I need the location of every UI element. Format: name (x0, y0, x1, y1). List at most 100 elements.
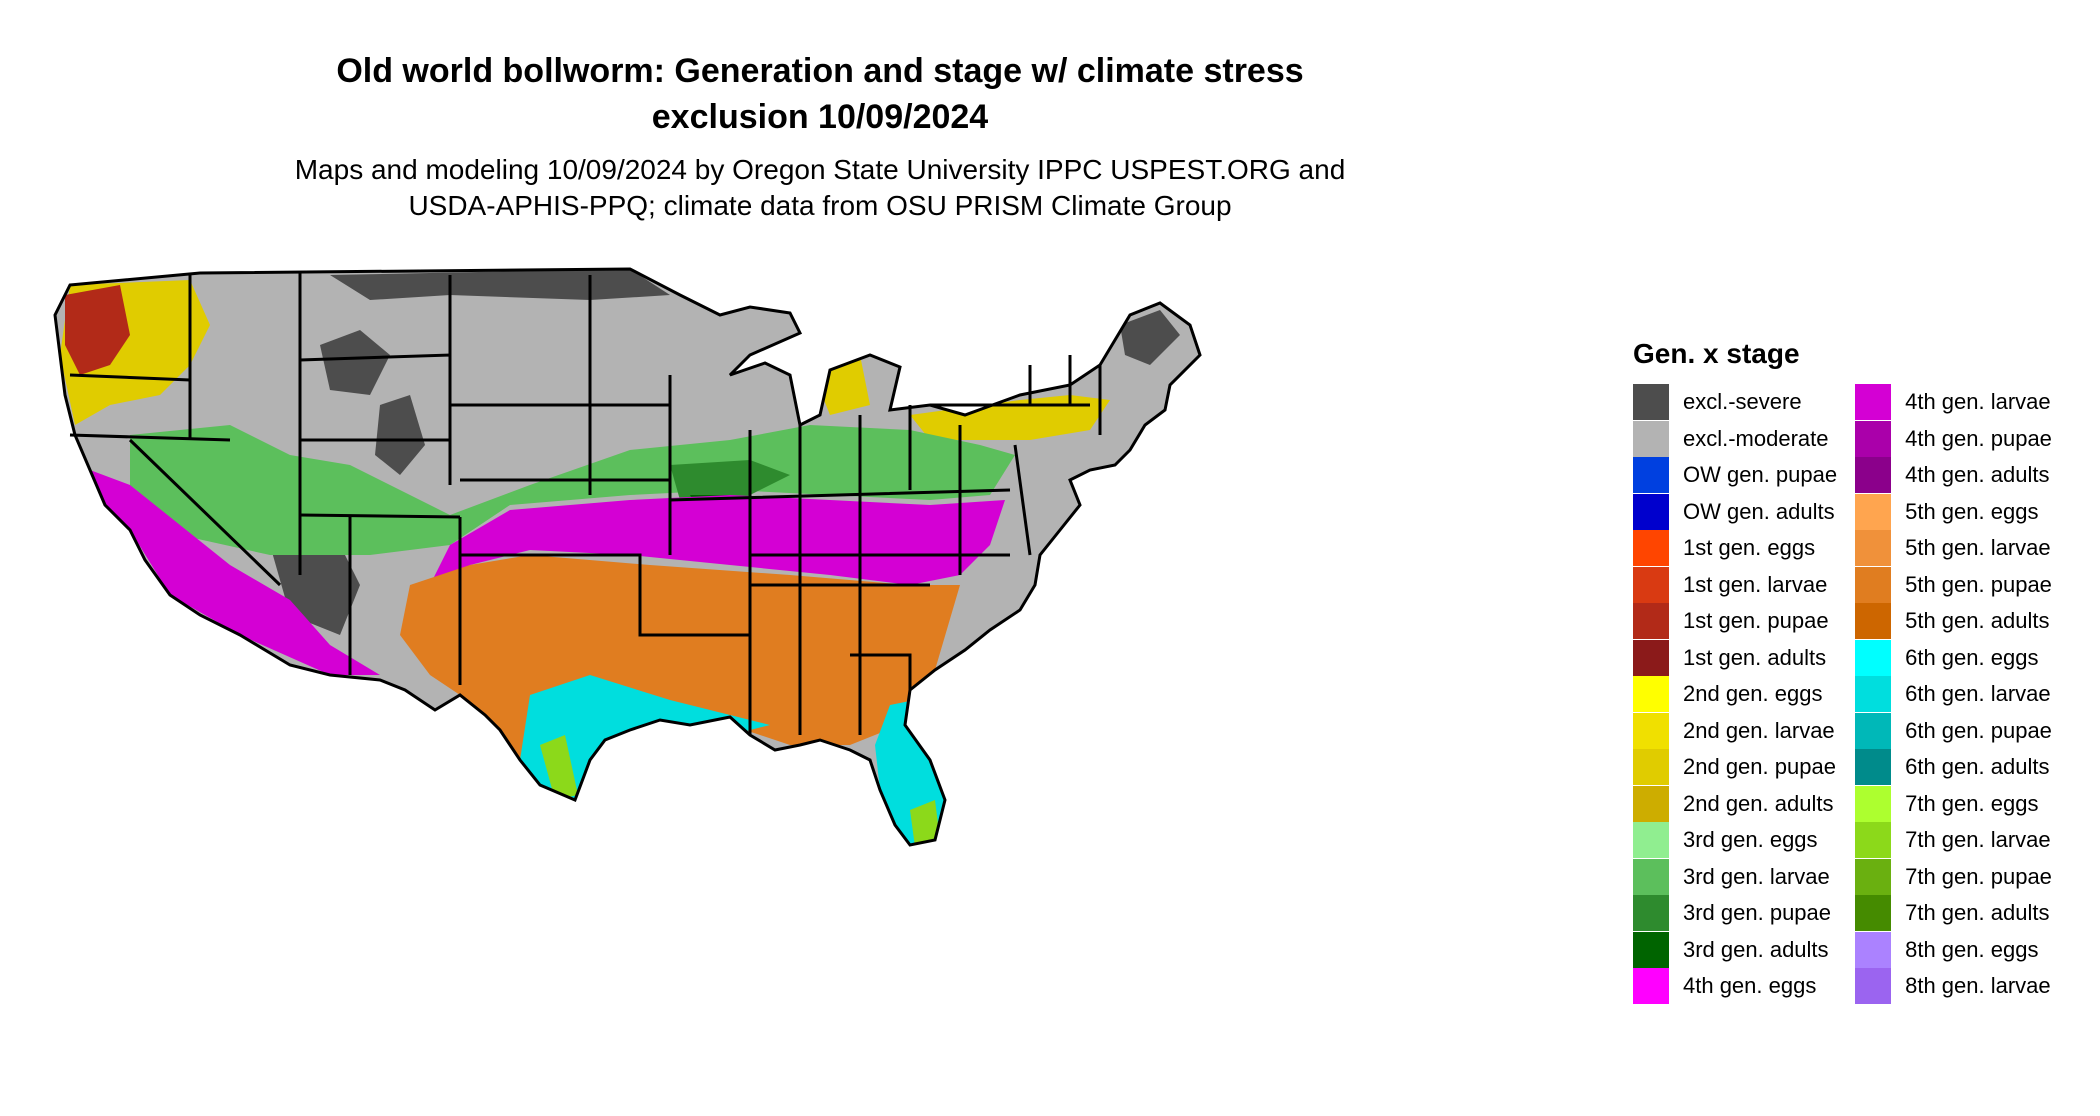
region-3rd-gen-pupae-midwest (670, 460, 790, 505)
legend-swatch (1633, 457, 1669, 494)
legend-swatch (1633, 420, 1669, 457)
region-excl-severe-maine (1120, 310, 1180, 365)
map-subtitle: Maps and modeling 10/09/2024 by Oregon S… (220, 152, 1420, 224)
legend-label: 3rd gen. adults (1683, 936, 1829, 962)
legend-swatch (1855, 968, 1892, 1005)
legend-swatch (1633, 968, 1669, 1005)
state-borders (53, 267, 1202, 847)
border-georgia-florida (850, 653, 912, 690)
legend-swatch (1633, 676, 1669, 713)
legend-label: 3rd gen. eggs (1683, 827, 1818, 853)
legend-label: 2nd gen. pupae (1683, 754, 1836, 780)
legend-label: 5th gen. adults (1905, 608, 2050, 634)
map-fill-regions (55, 269, 1200, 845)
legend-swatch (1855, 603, 1892, 640)
border-appalachian (908, 405, 1032, 575)
legend-item: 4th gen. larvae (1855, 384, 2052, 421)
legend-label: 1st gen. adults (1683, 644, 1827, 670)
border-plains (450, 275, 670, 495)
legend-swatch (1855, 931, 1892, 968)
border-tn-ky (669, 488, 1011, 587)
legend-column-1: excl.-severe excl.-moderate OW gen. pupae O… (1633, 384, 1837, 1005)
legend-label: 6th gen. adults (1905, 754, 2050, 780)
legend-label: 1st gen. pupae (1683, 608, 1829, 634)
legend-label: 5th gen. pupae (1905, 571, 2052, 597)
border-dakotas (299, 275, 452, 485)
legend-item: 6th gen. eggs (1855, 639, 2052, 677)
legend-swatch (1633, 931, 1669, 968)
legend-item: 1st gen. pupae (1633, 603, 1837, 640)
legend-item: 6th gen. pupae (1855, 712, 2052, 750)
legend-swatch (1855, 420, 1892, 457)
legend-swatch (1855, 895, 1892, 932)
legend-item: 7th gen. eggs (1855, 785, 2052, 823)
legend-swatch (1855, 858, 1892, 895)
legend-item: 6th gen. adults (1855, 749, 2052, 786)
legend-swatch (1855, 530, 1892, 567)
border-ca-nv (128, 438, 282, 587)
us-map-svg (53, 267, 1202, 847)
legend-swatch (1855, 639, 1892, 676)
legend-swatch (1855, 676, 1892, 713)
legend-label: 1st gen. eggs (1683, 535, 1816, 561)
border-midwest-south (668, 375, 862, 735)
legend-label: 3rd gen. larvae (1683, 863, 1830, 889)
legend-label: 2nd gen. larvae (1683, 717, 1835, 743)
subtitle-line-1: Maps and modeling 10/09/2024 by Oregon S… (294, 154, 1346, 185)
border-or-ca (69, 433, 231, 442)
region-2nd-gen-michigan (810, 355, 870, 415)
legend-item: 7th gen. larvae (1855, 822, 2052, 859)
border-oklahoma-texas (460, 553, 750, 637)
legend-label: 8th gen. larvae (1905, 973, 2051, 999)
legend-label: 2nd gen. adults (1683, 790, 1834, 816)
region-excl-severe-colorado (375, 395, 425, 475)
legend-swatch (1633, 493, 1669, 530)
legend-item: 5th gen. pupae (1855, 566, 2052, 604)
legend-label: OW gen. pupae (1683, 462, 1838, 488)
legend-item: 3rd gen. larvae (1633, 858, 1837, 896)
legend-swatch (1633, 384, 1669, 421)
legend-item: excl.-moderate (1633, 420, 1837, 458)
legend-item: 5th gen. adults (1855, 603, 2052, 640)
legend-label: excl.-moderate (1683, 425, 1829, 451)
legend-item: 6th gen. larvae (1855, 676, 2052, 713)
legend-label: 1st gen. larvae (1683, 571, 1828, 597)
legend-label: 4th gen. adults (1905, 462, 2050, 488)
region-1st-gen-pupae-northwest (65, 285, 130, 375)
region-6th-gen-texas-coast (520, 675, 770, 800)
legend-item: 8th gen. larvae (1855, 968, 2052, 1005)
legend-swatch (1633, 712, 1669, 749)
legend-column-2: 4th gen. larvae 4th gen. pupae 4th gen. ad… (1855, 384, 2052, 1005)
legend-swatch (1855, 457, 1892, 494)
legend-item: 5th gen. larvae (1855, 530, 2052, 567)
legend-swatch (1633, 822, 1669, 859)
legend-label: 6th gen. pupae (1905, 717, 2052, 743)
legend-label: 3rd gen. pupae (1683, 900, 1832, 926)
legend-label: excl.-severe (1683, 389, 1802, 415)
region-excl-severe-north (330, 269, 670, 300)
border-central-west (299, 438, 461, 519)
legend-label: 4th gen. pupae (1905, 425, 2052, 451)
legend-item: 1st gen. adults (1633, 639, 1837, 677)
legend-item: 3rd gen. pupae (1633, 895, 1837, 932)
legend-swatch (1855, 749, 1892, 786)
legend-swatch (1633, 566, 1669, 603)
legend-item: OW gen. adults (1633, 493, 1837, 531)
legend-item: 1st gen. larvae (1633, 566, 1837, 604)
subtitle-line-2: USDA-APHIS-PPQ; climate data from OSU PR… (408, 190, 1232, 221)
legend-label: 4th gen. larvae (1905, 389, 2051, 415)
legend-swatch (1855, 712, 1892, 749)
legend-label: 6th gen. larvae (1905, 681, 2051, 707)
title-line-1: Old world bollworm: Generation and stage… (336, 52, 1304, 90)
legend-swatch (1855, 822, 1892, 859)
legend-item: 3rd gen. adults (1633, 931, 1837, 969)
legend-swatch (1855, 785, 1892, 822)
legend: Gen. x stage excl.-severe excl.-moderate O… (1633, 338, 2093, 1005)
title-line-2: exclusion 10/09/2024 (651, 98, 989, 136)
legend-columns: excl.-severe excl.-moderate OW gen. pupae O… (1633, 384, 2093, 1005)
legend-item: 3rd gen. eggs (1633, 822, 1837, 859)
legend-item: 7th gen. pupae (1855, 858, 2052, 896)
legend-label: 4th gen. eggs (1683, 973, 1817, 999)
legend-item: 4th gen. eggs (1633, 968, 1837, 1005)
legend-item: 2nd gen. eggs (1633, 676, 1837, 713)
